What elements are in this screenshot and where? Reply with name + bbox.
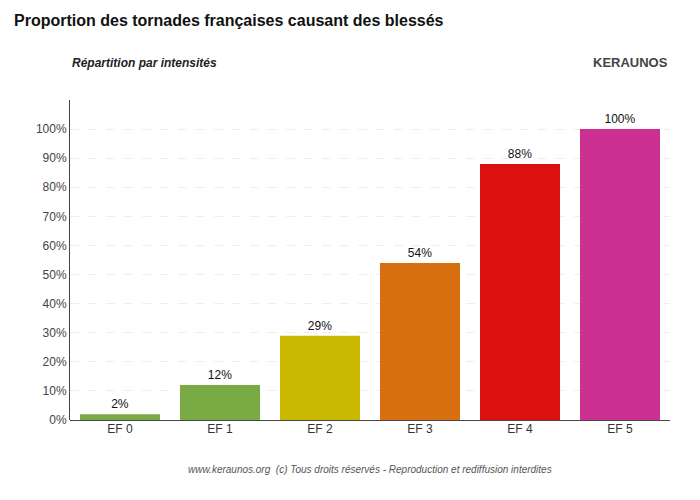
- svg-text:EF 5: EF 5: [607, 422, 633, 436]
- svg-text:EF 4: EF 4: [507, 422, 533, 436]
- svg-text:EF 0: EF 0: [107, 422, 133, 436]
- svg-text:54%: 54%: [408, 246, 432, 260]
- svg-text:60%: 60%: [43, 239, 67, 253]
- svg-text:0%: 0%: [49, 413, 67, 427]
- svg-text:Répartition par intensités: Répartition par intensités: [72, 56, 217, 70]
- svg-text:80%: 80%: [43, 180, 67, 194]
- svg-text:EF 1: EF 1: [207, 422, 233, 436]
- svg-text:30%: 30%: [43, 326, 67, 340]
- svg-text:Proportion des tornades frança: Proportion des tornades françaises causa…: [14, 12, 444, 29]
- svg-text:29%: 29%: [308, 319, 332, 333]
- svg-text:50%: 50%: [43, 268, 67, 282]
- svg-text:40%: 40%: [43, 297, 67, 311]
- svg-text:KERAUNOS: KERAUNOS: [593, 55, 668, 70]
- svg-text:20%: 20%: [43, 355, 67, 369]
- svg-text:70%: 70%: [43, 210, 67, 224]
- svg-text:100%: 100%: [36, 122, 67, 136]
- svg-text:EF 3: EF 3: [407, 422, 433, 436]
- svg-text:EF 2: EF 2: [307, 422, 333, 436]
- svg-text:90%: 90%: [43, 151, 67, 165]
- svg-text:2%: 2%: [111, 397, 129, 411]
- svg-text:12%: 12%: [208, 368, 232, 382]
- svg-text:88%: 88%: [508, 147, 532, 161]
- svg-text:10%: 10%: [43, 384, 67, 398]
- svg-text:100%: 100%: [604, 112, 635, 126]
- svg-text:www.keraunos.org (c) Tous dro: www.keraunos.org (c) Tous droits réservé…: [188, 464, 552, 475]
